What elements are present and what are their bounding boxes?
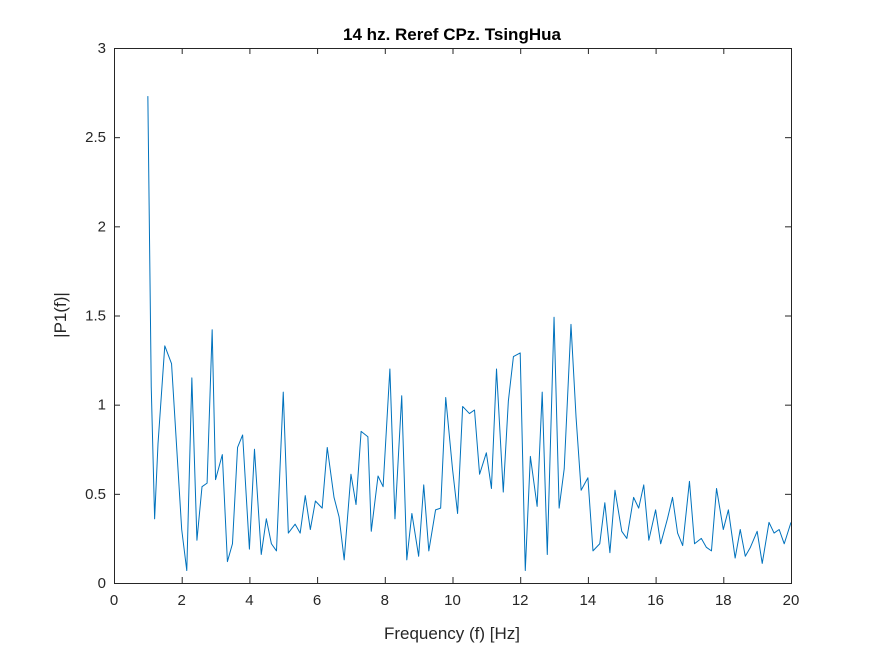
series-layer xyxy=(147,96,792,572)
plot-area xyxy=(114,48,791,583)
y-tick-label: 0.5 xyxy=(85,486,106,503)
x-tick-label: 4 xyxy=(245,592,253,609)
y-tick-label: 1 xyxy=(98,397,106,414)
x-tick-label: 2 xyxy=(178,592,186,609)
y-tick-label: 0 xyxy=(98,575,106,592)
x-axis-label: Frequency (f) [Hz] xyxy=(384,624,520,643)
x-tick-label: 18 xyxy=(715,592,732,609)
y-tick-label: 2 xyxy=(98,218,106,235)
series-line-0 xyxy=(147,96,792,572)
x-tick-label: 8 xyxy=(381,592,389,609)
x-axis-ticks: 0 2 4 6 8 10 12 14 16 18 20 xyxy=(110,48,800,609)
x-tick-label: 12 xyxy=(512,592,529,609)
y-tick-label: 3 xyxy=(98,40,106,57)
chart-title: 14 hz. Reref CPz. TsingHua xyxy=(343,25,561,44)
y-tick-label: 2.5 xyxy=(85,129,106,146)
y-axis-label: |P1(f)| xyxy=(51,292,70,338)
y-tick-label: 1.5 xyxy=(85,308,106,325)
x-tick-label: 10 xyxy=(444,592,461,609)
x-tick-label: 6 xyxy=(313,592,321,609)
x-tick-label: 20 xyxy=(783,592,800,609)
x-tick-label: 14 xyxy=(580,592,597,609)
x-tick-label: 0 xyxy=(110,592,118,609)
x-tick-label: 16 xyxy=(647,592,664,609)
y-axis-ticks: 0 0.5 1 1.5 2 2.5 3 xyxy=(85,40,791,592)
